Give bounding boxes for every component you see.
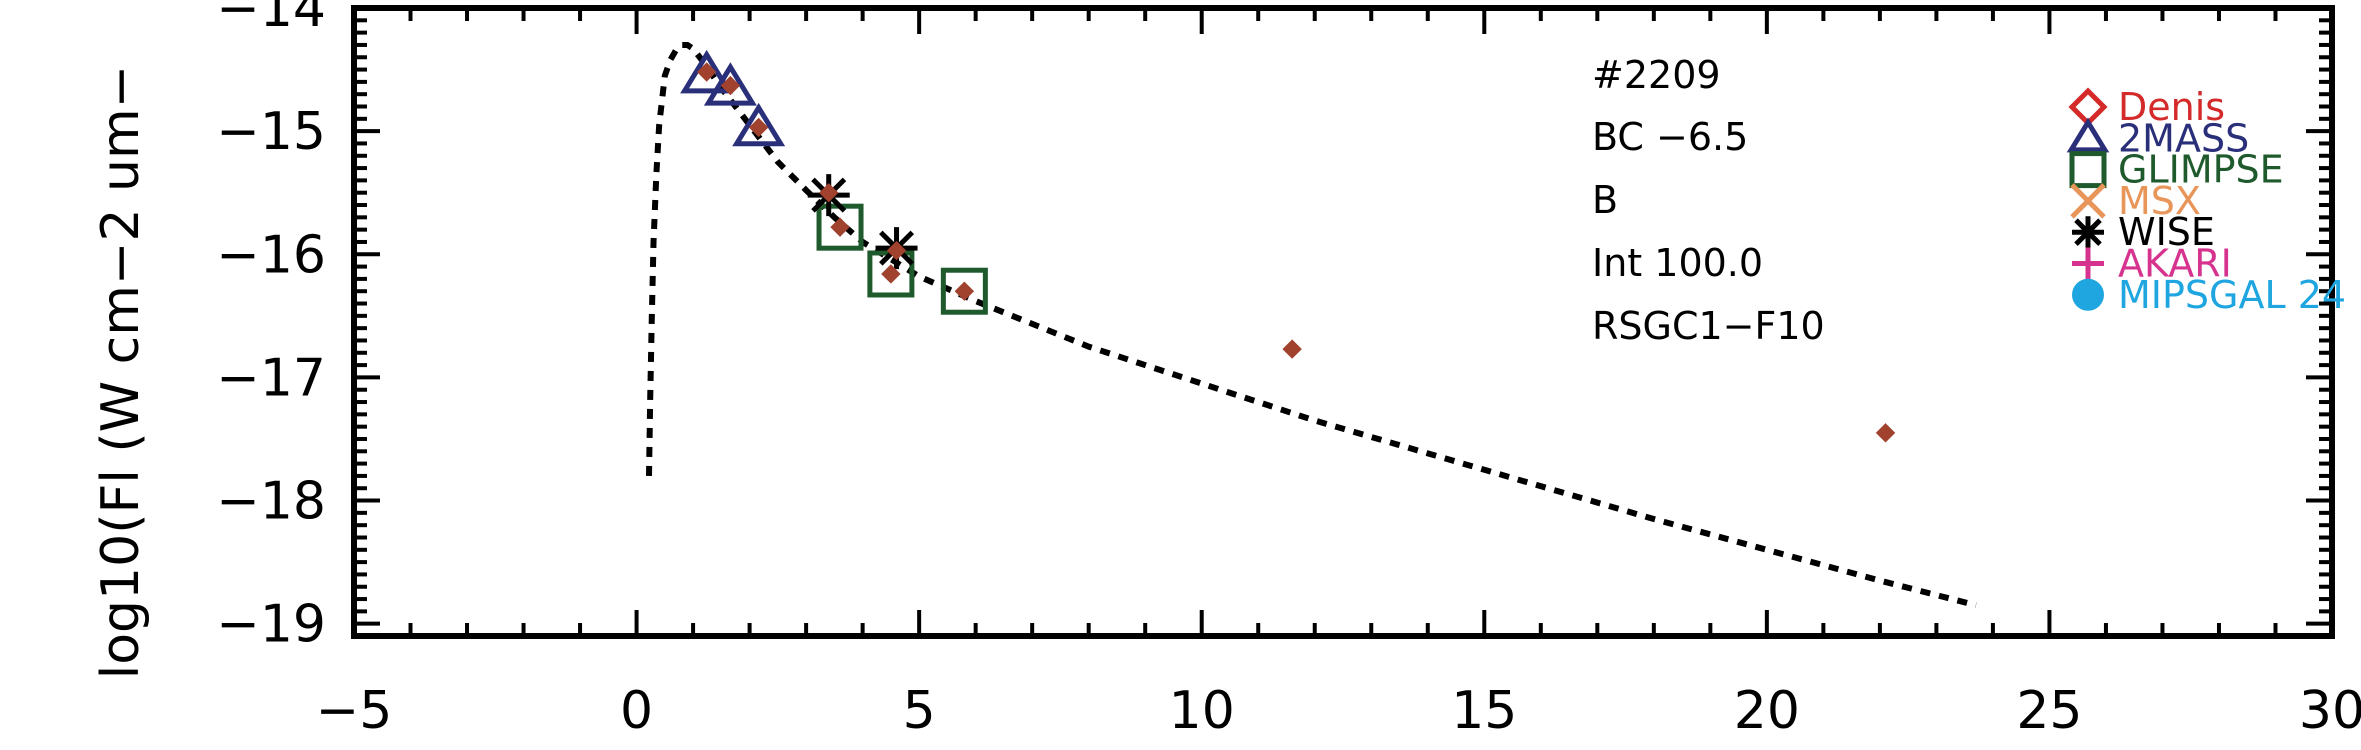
annotation-bc: BC −6.5 <box>1592 115 1748 159</box>
point-flux-diamond <box>1875 423 1896 443</box>
plot-frame <box>351 5 2335 639</box>
y-tick-label: −18 <box>216 472 326 532</box>
point-2mass <box>732 102 786 147</box>
x-tick-label: 20 <box>1734 681 1800 741</box>
legend-marker-glimpse <box>2069 151 2107 189</box>
data-markers <box>680 49 1896 443</box>
legend-marker-wise <box>2072 216 2104 249</box>
legend-label-wise: WISE <box>2118 210 2215 254</box>
x-tick-label: 5 <box>903 681 936 741</box>
legend-label-mipsgal-24: MIPSGAL 24 <box>2118 273 2346 317</box>
y-axis-tick-labels: −14 −15 −16 −17 −18 −19 <box>216 0 326 655</box>
y-tick-label: −19 <box>216 595 326 655</box>
annotation-class: B <box>1592 178 1618 222</box>
y-tick-label: −14 <box>216 0 326 39</box>
annotation-id: #2209 <box>1592 53 1721 97</box>
point-flux-diamond <box>886 240 907 261</box>
annotation-int: Int 100.0 <box>1592 241 1763 285</box>
x-tick-label: 0 <box>620 681 653 741</box>
point-flux-diamond <box>954 281 975 301</box>
annotation-star-name: RSGC1−F10 <box>1592 304 1825 348</box>
legend-label-msx: MSX <box>2118 179 2201 223</box>
y-tick-label: −16 <box>216 225 326 285</box>
x-axis-tick-labels: −5 0 5 10 15 20 25 30 <box>316 681 2361 741</box>
y-axis-label: log10(Fl (W cm−2 um− <box>91 65 151 679</box>
y-tick-label: −17 <box>216 348 326 408</box>
point-2mass <box>703 62 757 106</box>
plot-border <box>351 5 2335 639</box>
x-tick-label: 30 <box>2299 681 2361 741</box>
legend-marker-msx <box>2070 183 2106 219</box>
point-flux-diamond <box>819 182 839 203</box>
y-tick-label: −15 <box>216 102 326 162</box>
legend-marker-akari <box>2072 247 2104 280</box>
point-flux-diamond <box>881 264 901 284</box>
y-axis-ticks <box>354 6 2332 638</box>
legend-label-akari: AKARI <box>2118 242 2232 286</box>
point-glimpse <box>940 267 988 315</box>
point-2mass <box>680 49 734 94</box>
legend-marker-2mass <box>2066 117 2110 153</box>
annotations: #2209 BC −6.5 B Int 100.0 RSGC1−F10 <box>1592 53 1825 348</box>
point-flux-diamond <box>748 117 769 138</box>
point-flux-diamond <box>830 217 850 237</box>
point-flux-diamond <box>696 62 717 82</box>
legend-label-glimpse: GLIMPSE <box>2118 148 2284 192</box>
point-flux-diamond <box>720 75 741 96</box>
legend-marker-mipsgal-24 <box>2072 278 2104 311</box>
x-tick-label: 10 <box>1169 681 1235 741</box>
x-tick-label: −5 <box>316 681 393 741</box>
x-tick-label: 25 <box>2016 681 2082 741</box>
x-tick-label: 15 <box>1451 681 1517 741</box>
x-axis-ticks <box>352 8 2334 636</box>
point-flux-diamond <box>1282 339 1302 359</box>
legend-label-2mass: 2MASS <box>2118 116 2249 160</box>
legend-label-denis: Denis <box>2118 85 2225 129</box>
